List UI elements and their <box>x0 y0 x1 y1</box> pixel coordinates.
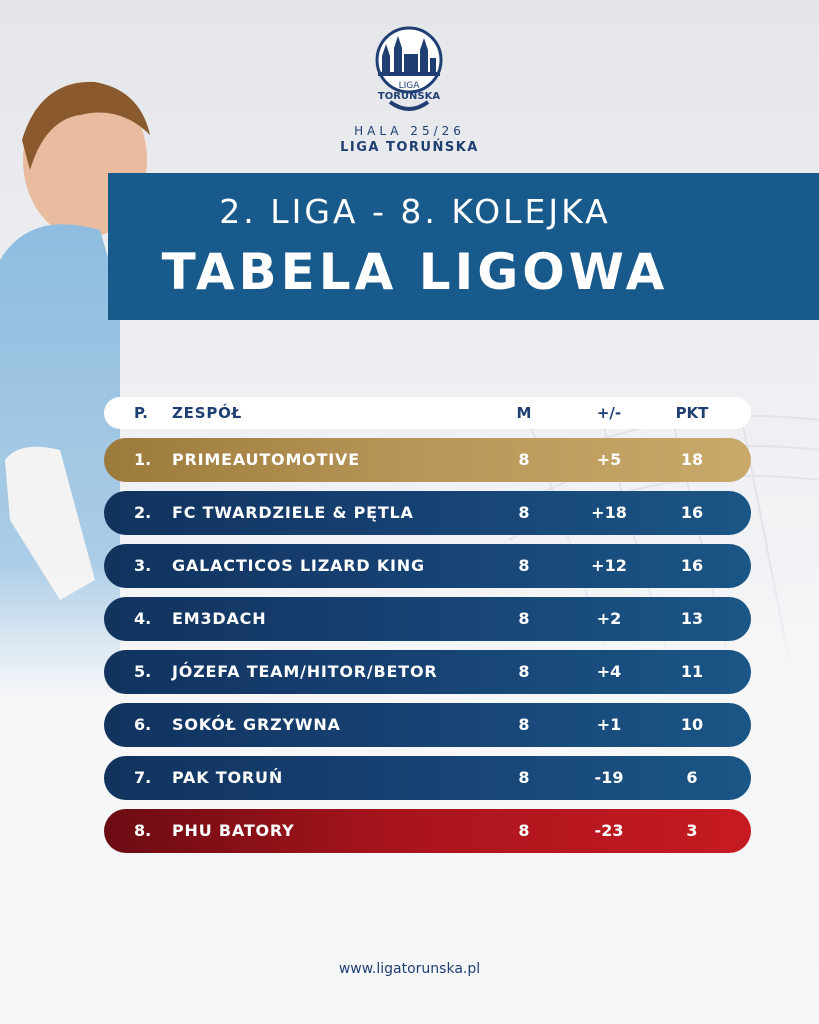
header-matches: M <box>516 404 532 422</box>
header-points: PKT <box>675 404 709 422</box>
row-team: FC TWARDZIELE & PĘTLA <box>172 503 414 522</box>
row-goal-diff: +18 <box>591 503 627 522</box>
page-title: TABELA LIGOWA <box>161 243 669 301</box>
row-matches: 8 <box>518 556 530 575</box>
row-team: GALACTICOS LIZARD KING <box>172 556 425 575</box>
row-goal-diff: -19 <box>594 768 624 787</box>
row-goal-diff: +2 <box>596 609 622 628</box>
row-matches: 8 <box>518 821 530 840</box>
liga-torunska-logo: LIGA TORUŃSKA <box>375 26 443 111</box>
row-goal-diff: +4 <box>596 662 622 681</box>
row-position: 6. <box>134 715 152 734</box>
season-label: HALA 25/26 <box>354 124 465 138</box>
row-goal-diff: +12 <box>591 556 627 575</box>
row-points: 18 <box>680 450 704 469</box>
row-team: PAK TORUŃ <box>172 768 284 787</box>
league-name: LIGA TORUŃSKA <box>340 140 479 155</box>
row-team: JÓZEFA TEAM/HITOR/BETOR <box>172 662 438 681</box>
row-points: 11 <box>680 662 704 681</box>
row-position: 1. <box>134 450 152 469</box>
row-matches: 8 <box>518 662 530 681</box>
row-position: 8. <box>134 821 152 840</box>
row-goal-diff: -23 <box>594 821 624 840</box>
row-goal-diff: +5 <box>596 450 622 469</box>
table-row: 5. JÓZEFA TEAM/HITOR/BETOR 8 +4 11 <box>104 650 751 694</box>
table-row: 3. GALACTICOS LIZARD KING 8 +12 16 <box>104 544 751 588</box>
row-matches: 8 <box>518 609 530 628</box>
row-points: 13 <box>680 609 704 628</box>
table-row: 6. SOKÓŁ GRZYWNA 8 +1 10 <box>104 703 751 747</box>
row-team: PHU BATORY <box>172 821 295 840</box>
row-matches: 8 <box>518 768 530 787</box>
row-matches: 8 <box>518 503 530 522</box>
row-position: 3. <box>134 556 152 575</box>
header-position: P. <box>134 404 148 422</box>
row-team: EM3DACH <box>172 609 267 628</box>
header-team: ZESPÓŁ <box>172 404 243 422</box>
row-matches: 8 <box>518 715 530 734</box>
table-row: 2. FC TWARDZIELE & PĘTLA 8 +18 16 <box>104 491 751 535</box>
svg-text:LIGA: LIGA <box>399 81 421 91</box>
svg-text:TORUŃSKA: TORUŃSKA <box>378 89 440 102</box>
row-goal-diff: +1 <box>596 715 622 734</box>
row-points: 6 <box>686 768 698 787</box>
row-points: 10 <box>680 715 704 734</box>
row-position: 2. <box>134 503 152 522</box>
table-row: 1. PRIMEAUTOMOTIVE 8 +5 18 <box>104 438 751 482</box>
row-points: 16 <box>680 556 704 575</box>
row-position: 7. <box>134 768 152 787</box>
table-header: P. ZESPÓŁ M +/- PKT <box>104 397 751 429</box>
row-team: PRIMEAUTOMOTIVE <box>172 450 360 469</box>
row-matches: 8 <box>518 450 530 469</box>
table-row: 7. PAK TORUŃ 8 -19 6 <box>104 756 751 800</box>
table-row: 8. PHU BATORY 8 -23 3 <box>104 809 751 853</box>
row-position: 5. <box>134 662 152 681</box>
row-position: 4. <box>134 609 152 628</box>
row-points: 16 <box>680 503 704 522</box>
row-points: 3 <box>686 821 698 840</box>
title-banner <box>108 173 819 320</box>
row-team: SOKÓŁ GRZYWNA <box>172 715 341 734</box>
header-goal-diff: +/- <box>596 404 622 422</box>
website-url: www.ligatorunska.pl <box>338 961 481 977</box>
table-row: 4. EM3DACH 8 +2 13 <box>104 597 751 641</box>
round-subtitle: 2. LIGA - 8. KOLEJKA <box>219 192 611 231</box>
